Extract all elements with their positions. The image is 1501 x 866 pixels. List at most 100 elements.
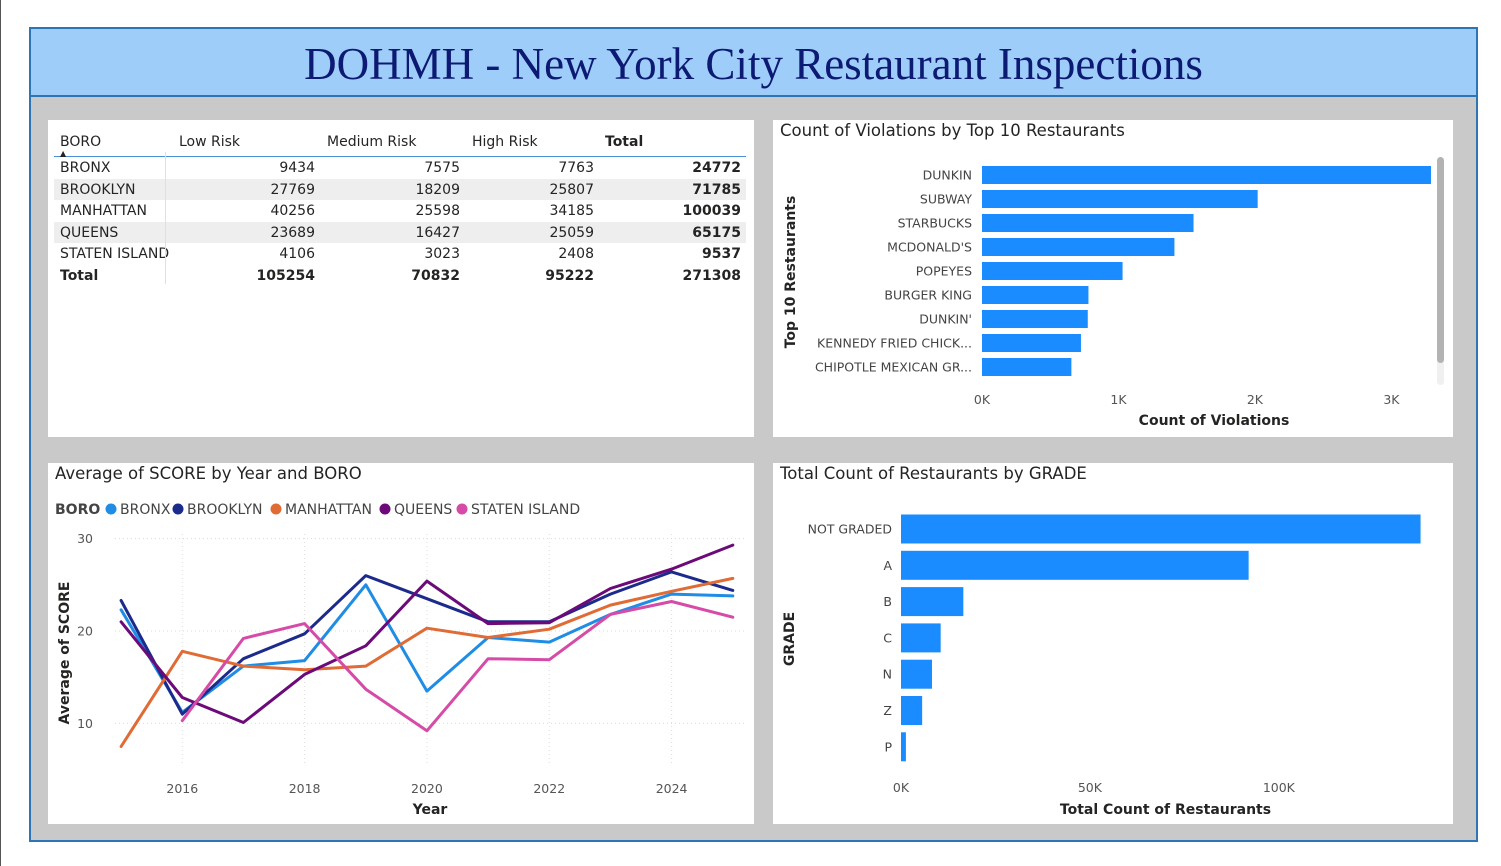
series-line-staten-island[interactable] xyxy=(180,600,735,733)
score-chart-title: Average of SCORE by Year and BORO xyxy=(55,464,362,483)
bar[interactable] xyxy=(901,587,964,617)
y-tick-label: 10 xyxy=(77,716,93,731)
bar[interactable] xyxy=(901,623,941,653)
series-line-brooklyn[interactable] xyxy=(119,570,735,716)
x-axis-title: Year xyxy=(412,802,448,818)
risk-matrix-panel[interactable]: BORO ▲ Low Risk Medium Risk High Risk To… xyxy=(48,120,754,437)
column-header-total[interactable]: Total xyxy=(605,134,644,150)
y-tick-label: 20 xyxy=(77,624,93,639)
legend-label[interactable]: STATEN ISLAND xyxy=(471,502,580,518)
category-label: N xyxy=(883,667,892,682)
x-tick-label: 1K xyxy=(1110,392,1127,407)
column-header-high-risk[interactable]: High Risk xyxy=(472,134,538,150)
x-tick-label: 2016 xyxy=(166,781,198,796)
x-tick-label: 2K xyxy=(1247,392,1264,407)
bar[interactable] xyxy=(982,214,1194,232)
x-axis-title: Total Count of Restaurants xyxy=(1060,802,1271,818)
bar[interactable] xyxy=(982,358,1072,376)
column-header-medium-risk[interactable]: Medium Risk xyxy=(327,134,417,150)
x-tick-label: 100K xyxy=(1263,780,1296,795)
legend-label[interactable]: BRONX xyxy=(120,502,171,518)
cell-boro: QUEENS xyxy=(60,224,119,241)
bar[interactable] xyxy=(982,238,1175,256)
cell-total: 65175 xyxy=(692,224,741,241)
table-row[interactable]: STATEN ISLAND 4106 3023 2408 9537 xyxy=(54,243,746,265)
category-label: CHIPOTLE MEXICAN GR... xyxy=(815,360,972,375)
x-axis-title: Count of Violations xyxy=(1139,413,1290,429)
bar[interactable] xyxy=(901,659,932,689)
grade-chart-panel[interactable]: Total Count of Restaurants by GRADE NOT … xyxy=(773,463,1453,824)
table-row[interactable]: BROOKLYN 27769 18209 25807 71785 xyxy=(54,178,746,200)
risk-matrix-table: BORO ▲ Low Risk Medium Risk High Risk To… xyxy=(54,126,746,286)
violations-chart-panel[interactable]: Count of Violations by Top 10 Restaurant… xyxy=(773,120,1453,437)
bar[interactable] xyxy=(901,514,1421,544)
bar[interactable] xyxy=(982,190,1258,208)
bar[interactable] xyxy=(982,334,1081,352)
legend-marker[interactable] xyxy=(456,503,468,515)
cell-total: 24772 xyxy=(692,160,741,176)
category-label: C xyxy=(883,630,892,645)
table-total-row[interactable]: Total 105254 70832 95222 271308 xyxy=(54,265,746,287)
category-label: DUNKIN xyxy=(923,168,972,183)
category-label: MCDONALD'S xyxy=(887,240,972,255)
category-label: A xyxy=(883,558,892,573)
cell-boro: BRONX xyxy=(60,160,111,176)
x-tick-label: 0K xyxy=(974,392,991,407)
cell-medium: 25598 xyxy=(415,203,460,219)
bar[interactable] xyxy=(982,310,1088,328)
cell-medium: 18209 xyxy=(415,181,460,198)
cell-medium: 16427 xyxy=(415,224,460,241)
cell-total: 71785 xyxy=(692,181,741,198)
score-chart-panel[interactable]: Average of SCORE by Year and BORO 10 20 30… xyxy=(48,463,754,824)
table-row[interactable]: QUEENS 23689 16427 25059 65175 xyxy=(54,221,746,243)
bar[interactable] xyxy=(901,550,1249,580)
violations-bar-chart: DUNKIN SUBWAY STARBUCKS MCDONALD'S POPEYES BU… xyxy=(783,157,1444,429)
bar[interactable] xyxy=(901,696,923,725)
cell-boro: BROOKLYN xyxy=(60,181,136,198)
score-line-chart: 10 20 30 2016 2018 2020 2022 2024 Year Average of… xyxy=(55,502,745,818)
title-banner: DOHMH - New York City Restaurant Inspect… xyxy=(31,29,1476,97)
cell-boro: MANHATTAN xyxy=(60,203,147,219)
sort-ascending-icon[interactable]: ▲ xyxy=(60,149,67,158)
cell-total: 100039 xyxy=(682,203,741,219)
cell-low: 4106 xyxy=(279,246,315,262)
column-separator xyxy=(165,152,166,284)
series-line-manhattan[interactable] xyxy=(119,576,735,748)
legend-marker[interactable] xyxy=(379,503,391,515)
legend-title: BORO xyxy=(55,502,100,518)
violations-chart-title: Count of Violations by Top 10 Restaurant… xyxy=(780,121,1125,140)
dashboard-frame: DOHMH - New York City Restaurant Inspect… xyxy=(29,27,1478,842)
y-tick-label: 30 xyxy=(77,531,93,546)
dashboard-title: DOHMH - New York City Restaurant Inspect… xyxy=(304,39,1203,89)
y-axis-title: Average of SCORE xyxy=(57,582,73,725)
legend-marker[interactable] xyxy=(172,503,184,515)
legend-label[interactable]: QUEENS xyxy=(394,502,452,518)
series-line-bronx[interactable] xyxy=(119,583,735,714)
x-tick-label: 2024 xyxy=(656,781,688,796)
legend-marker[interactable] xyxy=(105,503,117,515)
series-line-queens[interactable] xyxy=(119,543,735,724)
scrollbar-thumb[interactable] xyxy=(1437,157,1444,363)
left-edge-rule xyxy=(0,0,1,866)
category-label: B xyxy=(883,594,892,609)
category-label: DUNKIN' xyxy=(919,312,972,327)
cell-high: 2408 xyxy=(558,246,594,262)
cell-low: 23689 xyxy=(270,224,315,241)
bar[interactable] xyxy=(982,286,1089,304)
legend-label[interactable]: MANHATTAN xyxy=(285,502,372,518)
cell-high: 7763 xyxy=(558,160,594,176)
bar[interactable] xyxy=(982,262,1123,280)
bar[interactable] xyxy=(982,166,1431,184)
table-row[interactable]: MANHATTAN 40256 25598 34185 100039 xyxy=(54,200,746,222)
category-label: P xyxy=(884,739,892,754)
bar[interactable] xyxy=(901,732,906,762)
category-label: POPEYES xyxy=(916,264,972,279)
legend-marker[interactable] xyxy=(270,503,282,515)
category-label: BURGER KING xyxy=(884,288,972,303)
cell-high: 95222 xyxy=(545,267,594,284)
grade-chart-title: Total Count of Restaurants by GRADE xyxy=(780,464,1087,483)
column-header-low-risk[interactable]: Low Risk xyxy=(179,134,241,150)
legend-label[interactable]: BROOKLYN xyxy=(187,502,263,518)
column-header-boro[interactable]: BORO xyxy=(60,134,102,150)
table-row[interactable]: BRONX 9434 7575 7763 24772 xyxy=(54,157,746,179)
